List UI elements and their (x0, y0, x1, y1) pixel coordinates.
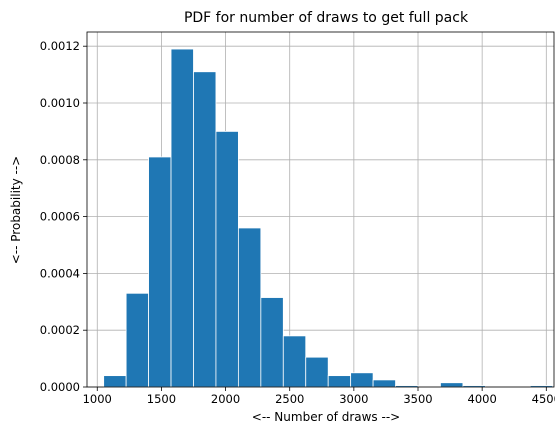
x-tick-label: 3000 (339, 392, 368, 406)
histogram-bar (125, 292, 149, 388)
chart-title: PDF for number of draws to get full pack (184, 10, 469, 26)
histogram-bar (305, 356, 329, 388)
histogram-bar (103, 375, 127, 388)
y-tick-label: 0.0002 (40, 323, 80, 337)
histogram-bar (170, 48, 194, 388)
y-tick-label: 0.0010 (40, 96, 80, 110)
histogram-bar (350, 372, 374, 388)
y-tick-label: 0.0012 (40, 39, 80, 53)
histogram-bar (215, 130, 239, 388)
x-tick-label: 4000 (468, 392, 497, 406)
histogram-bar (282, 335, 307, 388)
histogram-bar (440, 382, 464, 388)
histogram-bar (237, 227, 262, 388)
histogram-bar (148, 156, 172, 388)
x-tick-label: 2000 (211, 392, 240, 406)
x-axis-label: <-- Number of draws --> (252, 410, 400, 424)
y-tick-label: 0.0004 (40, 266, 80, 280)
bars (103, 48, 554, 388)
x-tick-label: 1500 (147, 392, 176, 406)
x-tick-label: 3500 (403, 392, 432, 406)
plot-frame (86, 31, 555, 388)
y-tick-label: 0.0008 (40, 153, 80, 167)
y-tick-label: 0.0000 (40, 380, 80, 394)
x-tick-label: 2500 (275, 392, 304, 406)
y-axis: 0.0000 0.0002 0.0004 0.0006 0.0008 0.0010 0.00… (40, 39, 87, 394)
histogram-bar (327, 375, 352, 388)
histogram-bar (260, 297, 284, 388)
y-tick-label: 0.0006 (40, 210, 80, 224)
histogram-bar (193, 71, 217, 388)
histogram-bar (372, 379, 396, 388)
x-tick-label: 1000 (83, 392, 112, 406)
y-axis-label: <-- Probability --> (9, 156, 23, 265)
